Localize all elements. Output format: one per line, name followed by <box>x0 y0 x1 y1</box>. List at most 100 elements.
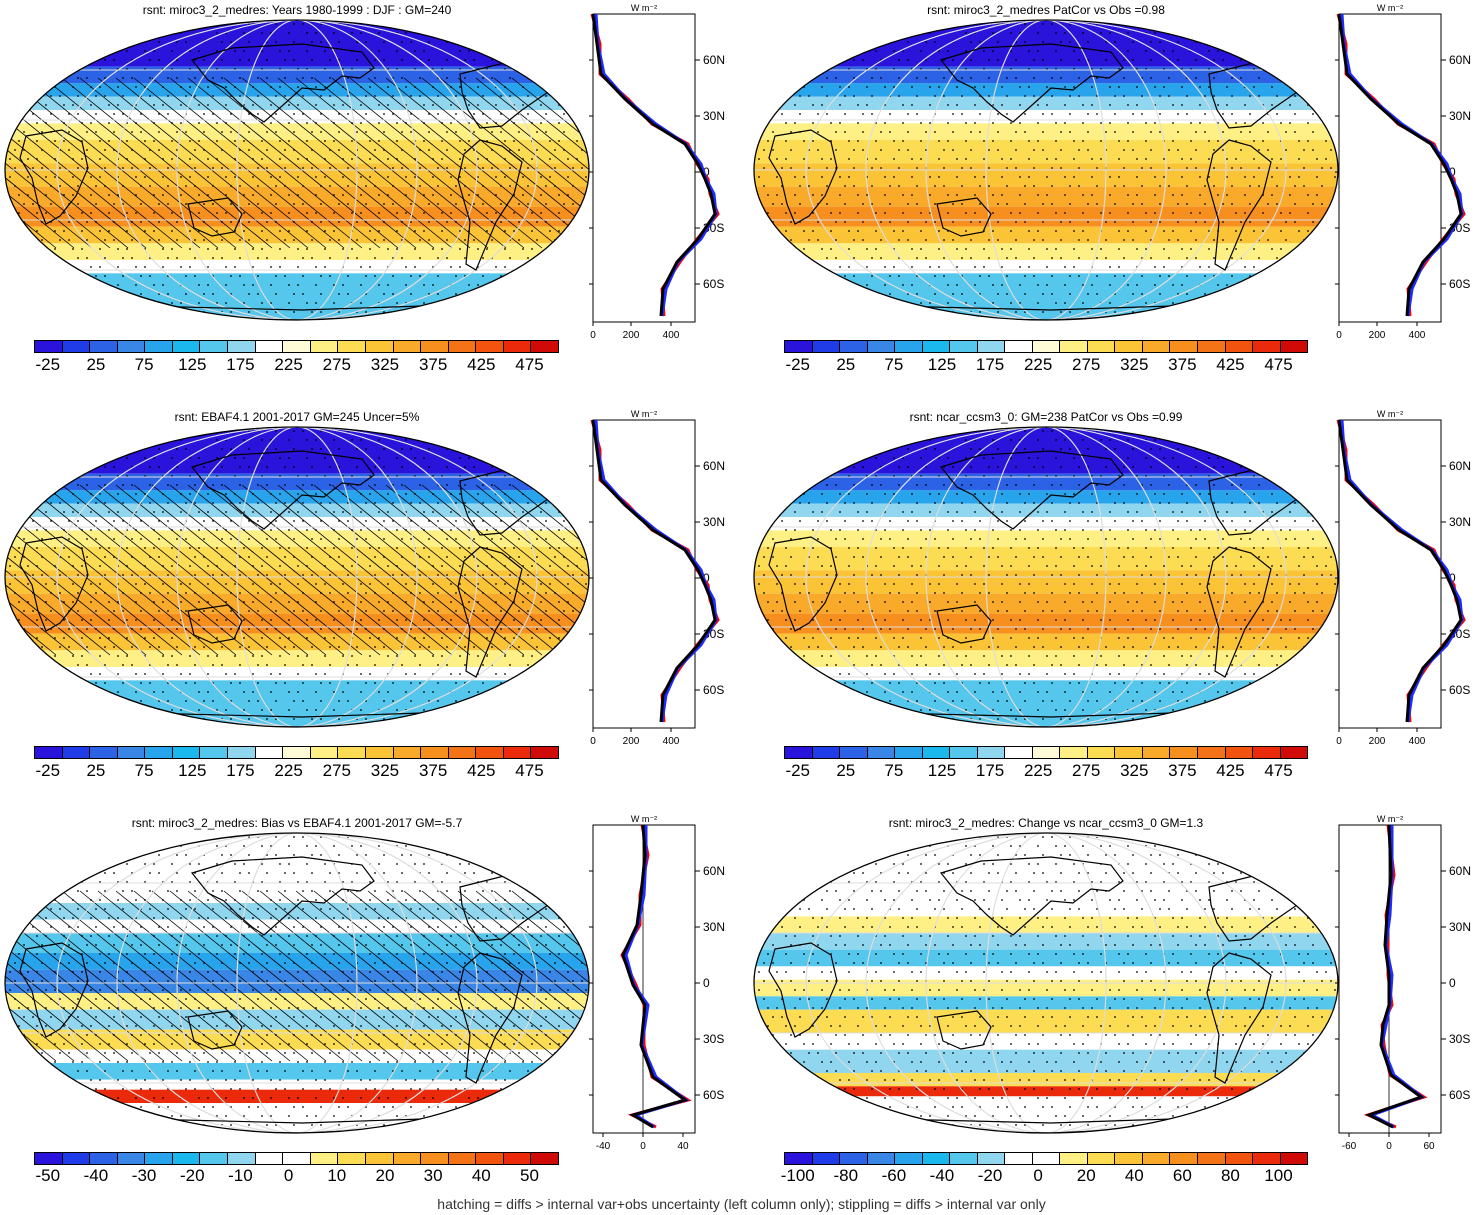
colorbar-tick-label: 375 <box>1168 761 1197 780</box>
map-color-band <box>5 186 589 207</box>
colorbar-swatch <box>35 747 63 758</box>
zonal-lat-label: 30N <box>1449 109 1471 123</box>
colorbar-swatch <box>840 341 868 352</box>
colorbar-swatch <box>255 341 284 352</box>
colorbar-swatch <box>338 1153 366 1164</box>
zonal-lat-label: 60S <box>703 683 724 697</box>
map-color-band <box>754 243 1338 260</box>
map-color-band <box>754 517 1338 531</box>
zonal-line-black <box>591 13 717 317</box>
colorbar-tick-label: -20 <box>179 1166 205 1185</box>
map-color-band <box>754 163 1338 187</box>
colorbar-swatch <box>90 747 118 758</box>
colorbar-swatch <box>1280 341 1308 352</box>
colorbar-tick-label: 475 <box>515 761 544 780</box>
zonal-frame <box>592 419 696 729</box>
map-color-band <box>5 680 589 727</box>
colorbar-swatch <box>1170 1153 1198 1164</box>
colorbar-tick-label: 175 <box>226 761 255 780</box>
colorbar-swatch <box>1225 747 1254 758</box>
colorbar-tick-label: 75 <box>884 761 904 780</box>
colorbar-tick-label: -40 <box>929 1166 955 1185</box>
colorbar-swatch <box>1060 1153 1088 1164</box>
colorbar-swatch <box>255 1153 284 1164</box>
colorbar-tick-label: 325 <box>1120 355 1149 374</box>
zonal-lat-label: 60N <box>1449 53 1471 67</box>
colorbar-tick-label: 125 <box>927 761 957 780</box>
map-color-band <box>754 503 1338 517</box>
colorbar-swatch <box>1170 341 1198 352</box>
map-color-band <box>754 96 1338 110</box>
colorbar-swatch <box>172 1153 201 1164</box>
zonal-line-black <box>621 824 689 1129</box>
colorbar-swatch <box>1280 747 1308 758</box>
colorbar-swatch <box>283 341 311 352</box>
zonal-x-tick-label: 200 <box>1369 736 1386 747</box>
colorbar-swatch <box>840 1153 868 1164</box>
colorbar-swatch <box>421 341 449 352</box>
colorbar-tick-label: -60 <box>881 1166 907 1185</box>
colorbar-swatch <box>867 341 896 352</box>
map-p2 <box>753 19 1339 321</box>
colorbar-swatch <box>531 747 558 758</box>
map-color-band <box>5 1029 589 1050</box>
colorbar-tick-label: 0 <box>283 1166 294 1185</box>
map-color-band <box>5 20 589 67</box>
colorbar-tick-label: 40 <box>1124 1166 1144 1185</box>
colorbar-swatch <box>1225 341 1254 352</box>
zonal-x-tick-label: 40 <box>677 1141 689 1152</box>
colorbar-tick-label: 30 <box>423 1166 443 1185</box>
colorbar-tick-label: 20 <box>375 1166 395 1185</box>
colorbar-tick-label: 10 <box>327 1166 347 1185</box>
map-color-band <box>5 650 589 667</box>
map-color-band <box>754 273 1338 320</box>
map-color-band <box>754 933 1338 950</box>
zonal-lat-label: 0 <box>703 165 710 179</box>
zonal-x-tick-label: 0 <box>590 736 596 747</box>
colorbar-swatch <box>448 747 477 758</box>
colorbar-swatch <box>283 747 311 758</box>
colorbar-tick-label: 80 <box>1220 1166 1240 1185</box>
zonal-lat-label: 60S <box>703 277 724 291</box>
panel-title-p5: rsnt: miroc3_2_medres: Bias vs EBAF4.1 2… <box>131 816 463 830</box>
colorbar-tick-label: 275 <box>1072 761 1101 780</box>
colorbar-swatch <box>145 747 173 758</box>
map-color-band <box>5 66 589 84</box>
colorbar-swatch <box>1142 341 1171 352</box>
map-color-band <box>5 993 589 1010</box>
map-color-band <box>754 473 1338 491</box>
colorbar-swatch <box>950 341 978 352</box>
zonal-x-tick-label: 0 <box>640 1141 646 1152</box>
zonal-lat-label: 60S <box>1449 1088 1470 1102</box>
map-color-band <box>754 1096 1338 1133</box>
colorbar-tick-label: 375 <box>418 355 448 374</box>
colorbar-swatch <box>310 341 339 352</box>
zonal-x-tick-label: 200 <box>623 736 640 747</box>
zonal-lat-label: 60S <box>1449 277 1470 291</box>
colorbar-labels-p6: -100 -80 -60 -40 -20 0 20 40 60 80 100 <box>781 1166 1306 1186</box>
graticule <box>5 427 589 727</box>
colorbar-swatch <box>476 341 504 352</box>
zonal-unit-label: W m⁻² <box>631 814 657 824</box>
zonal-lat-label: 30N <box>703 109 725 123</box>
colorbar-p3 <box>34 746 559 759</box>
colorbar-swatch <box>1115 747 1143 758</box>
zonal-lat-label: 30N <box>703 920 725 934</box>
map-color-band <box>5 570 589 594</box>
map-color-band <box>754 570 1338 594</box>
colorbar-swatch <box>1197 341 1226 352</box>
zonal-line-black <box>1337 419 1463 723</box>
map-color-band <box>754 1086 1338 1097</box>
graticule <box>754 427 1338 727</box>
colorbar-swatch <box>1115 341 1143 352</box>
footer-note: hatching = diffs > internal var+obs unce… <box>437 1196 1046 1212</box>
colorbar-tick-label: 375 <box>1168 355 1197 374</box>
map-color-band <box>754 650 1338 667</box>
colorbar-tick-label: -10 <box>228 1166 253 1185</box>
colorbar-p1 <box>34 340 559 353</box>
zonal-lat-label: 60S <box>703 1088 724 1102</box>
zonal-x-tick-label: 0 <box>1336 736 1342 747</box>
colorbar-swatch <box>283 1153 311 1164</box>
colorbar-tick-label: 475 <box>515 355 544 374</box>
